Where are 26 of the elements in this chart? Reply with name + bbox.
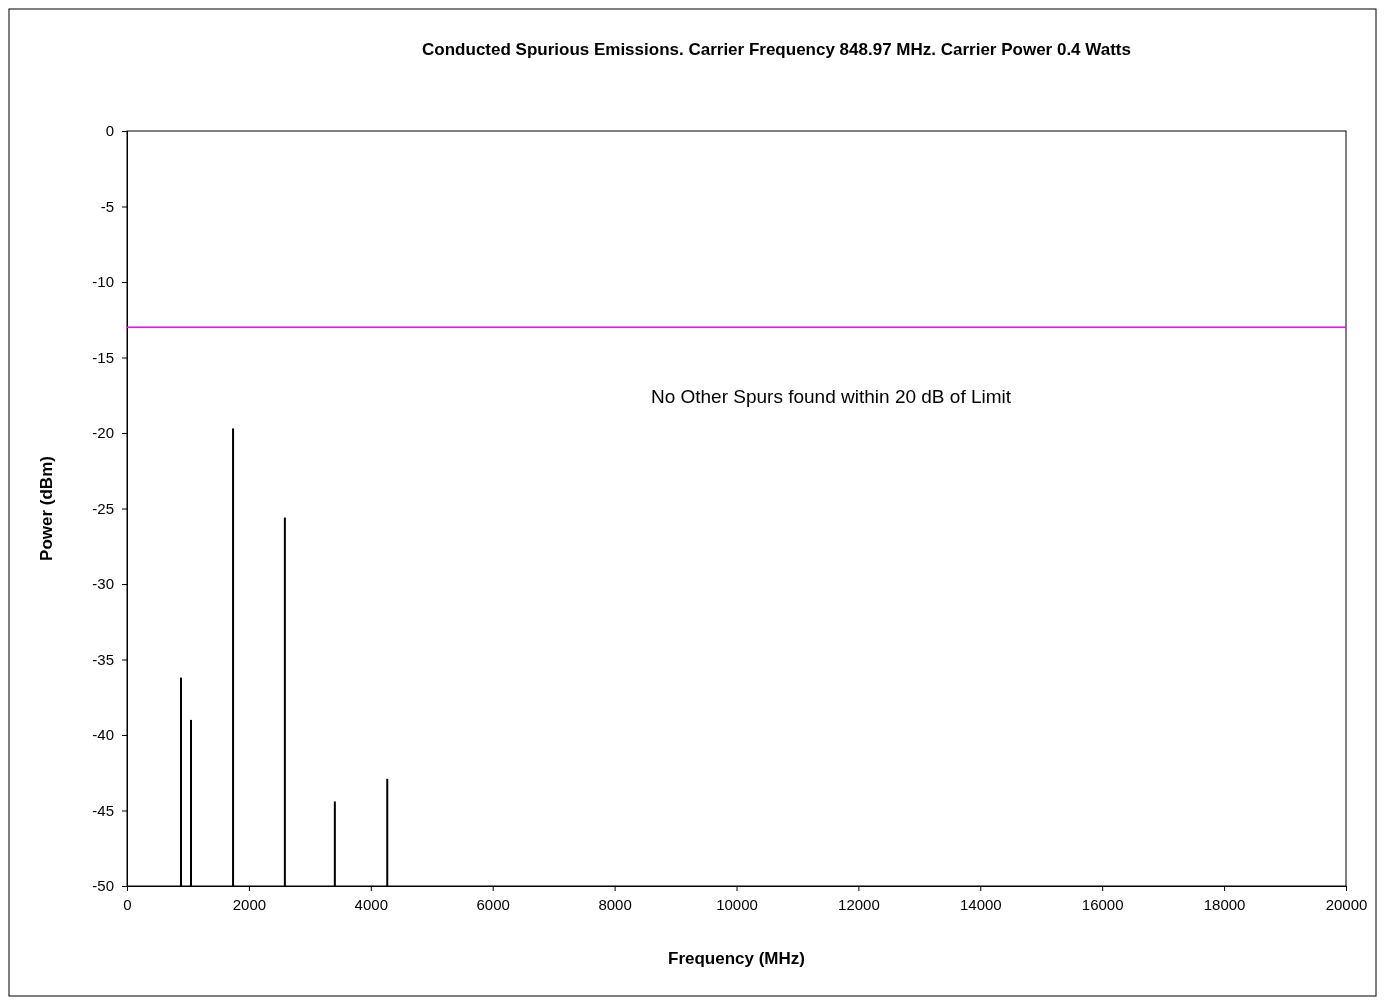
- x-tick-label: 16000: [1081, 895, 1124, 913]
- x-tick-label: 2000: [232, 895, 267, 913]
- x-tick-label: 0: [123, 895, 132, 913]
- x-axis-title: Frequency (MHz): [668, 949, 805, 968]
- x-tick-label: 10000: [716, 895, 758, 913]
- y-tick-label: -30: [92, 575, 114, 593]
- x-tick-label: 18000: [1203, 895, 1246, 913]
- y-tick-label: -40: [92, 726, 114, 744]
- x-tick-label: 20000: [1325, 895, 1368, 913]
- y-tick-label: -45: [92, 801, 114, 819]
- x-tick-label: 12000: [838, 895, 880, 913]
- x-tick-label: 4000: [354, 895, 388, 913]
- y-tick-label: -50: [92, 877, 114, 895]
- y-tick-label: -20: [92, 424, 114, 442]
- y-tick-label: -35: [92, 650, 114, 668]
- y-axis-title: Power (dBm): [37, 456, 56, 561]
- x-tick-label: 6000: [476, 895, 510, 913]
- chart-title: Conducted Spurious Emissions. Carrier Frequency 848.97 MHz. Carrier Power 0.4 Watts: [422, 40, 1131, 59]
- y-tick-label: -25: [92, 499, 114, 517]
- annotation: No Other Spurs found within 20 dB of Limit: [650, 386, 1012, 407]
- y-tick-label: -15: [92, 348, 114, 366]
- y-tick-label: -5: [100, 197, 114, 215]
- x-tick-label: 14000: [959, 895, 1002, 913]
- x-tick-label: 8000: [598, 895, 632, 913]
- y-tick-label: -10: [92, 273, 114, 291]
- y-tick-label: 0: [105, 122, 114, 140]
